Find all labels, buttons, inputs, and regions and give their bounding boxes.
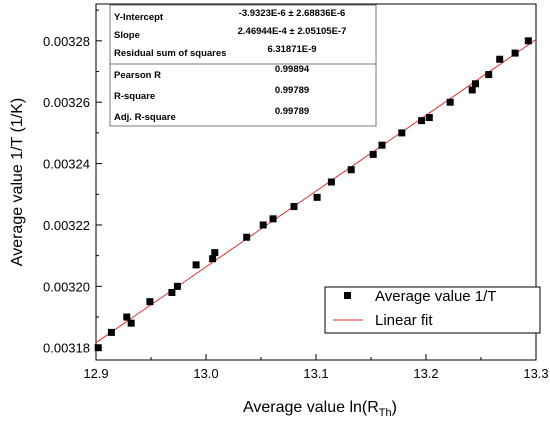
data-point	[259, 221, 267, 229]
data-point	[485, 71, 493, 79]
legend-box	[324, 286, 541, 334]
stats-row-value: 2.46944E-4 ± 2.05105E-7	[238, 26, 347, 37]
x-axis-title-subscript: Th	[379, 407, 392, 419]
stats-row-label: Residual sum of squares	[114, 48, 226, 59]
stats-row-label: Pearson R	[114, 70, 161, 81]
stats-row-label: Y-Intercept	[114, 12, 164, 23]
stats-row-value: 0.99789	[275, 106, 309, 117]
legend-label-fit: Linear fit	[375, 312, 433, 329]
data-point	[446, 98, 454, 106]
stats-row-value: 6.31871E-9	[267, 44, 316, 55]
y-tick-label: 0.00318	[43, 341, 90, 356]
data-point	[146, 298, 154, 306]
data-point	[107, 328, 115, 336]
data-point	[425, 114, 433, 122]
data-point	[327, 178, 335, 186]
stats-row-value: -3.9323E-6 ± 2.68836E-6	[239, 8, 346, 19]
data-point	[123, 313, 131, 321]
x-tick-label: 13.0	[193, 366, 218, 381]
data-point	[269, 215, 277, 223]
data-point	[511, 49, 519, 57]
data-point	[313, 193, 321, 201]
x-tick-label: 12.9	[83, 366, 108, 381]
data-point	[347, 166, 355, 174]
data-point	[468, 86, 476, 94]
data-point	[290, 203, 298, 211]
x-tick-label: 13.2	[413, 366, 438, 381]
x-axis-title: Average value ln(RTh)	[243, 399, 397, 419]
stats-row-label: R-square	[114, 91, 155, 102]
data-point	[398, 129, 406, 137]
stats-row-label: Adj. R-square	[114, 112, 176, 123]
data-point	[168, 288, 176, 296]
fit-statistics-table: Y-Intercept -3.9323E-6 ± 2.68836E-6 Slope 2…	[109, 4, 377, 127]
stats-table-box	[109, 4, 377, 127]
data-point	[378, 141, 386, 149]
data-points	[94, 37, 532, 352]
data-point	[127, 319, 135, 327]
data-point	[173, 282, 181, 290]
stats-row-value: 0.99894	[275, 64, 310, 75]
data-point	[243, 233, 251, 241]
legend: Average value 1/T Linear fit	[324, 286, 541, 334]
legend-square-marker	[344, 292, 351, 299]
y-tick-label: 0.00322	[43, 218, 90, 233]
y-tick-label: 0.00324	[43, 157, 90, 172]
data-point	[369, 150, 377, 158]
x-tick-label: 13.3	[523, 366, 548, 381]
data-point	[472, 80, 479, 88]
y-tick-label: 0.00328	[43, 34, 90, 49]
y-tick-label: 0.00326	[43, 95, 90, 110]
legend-label-data: Average value 1/T	[375, 288, 496, 305]
y-tick-label: 0.00320	[43, 279, 90, 294]
data-point	[524, 37, 532, 45]
data-point	[211, 249, 219, 257]
stats-row-value: 0.99789	[275, 85, 309, 96]
y-axis-title: Average value 1/T (1/K)	[9, 98, 26, 266]
x-axis-title-close: )	[392, 399, 397, 416]
x-tick-label: 13.1	[303, 366, 328, 381]
data-point	[496, 55, 504, 63]
axis-tick-labels: 12.9 13.0 13.1 13.2 13.3 0.00318 0.00320 0.0032…	[43, 34, 549, 381]
data-point	[418, 117, 426, 125]
data-point	[94, 344, 102, 352]
data-point	[209, 255, 217, 263]
x-axis-title-main: Average value ln(R	[243, 399, 379, 416]
stats-row-label: Slope	[114, 30, 140, 41]
data-point	[192, 261, 200, 269]
